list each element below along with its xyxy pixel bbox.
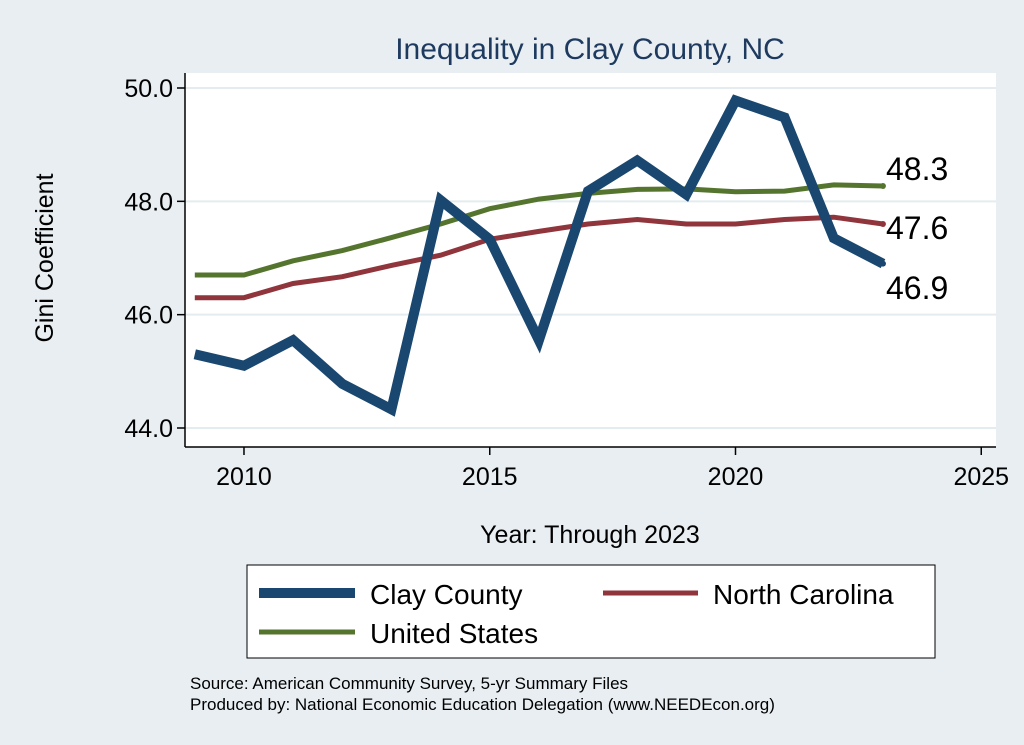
produced-by-note: Produced by: National Economic Education…	[190, 695, 775, 714]
y-axis-title: Gini Coefficient	[31, 173, 59, 342]
end-label-north-carolina: 47.6	[886, 210, 948, 246]
end-label-united-states: 48.3	[886, 151, 948, 187]
legend-box	[246, 564, 936, 659]
y-tick-label: 46.0	[124, 302, 173, 330]
series-line-north-carolina	[194, 214, 884, 301]
axes: 44.0 46.0 48.0 50.0 2010 2015 2020 2025	[124, 73, 1009, 491]
y-tick-label: 48.0	[124, 188, 173, 216]
gridlines	[185, 87, 996, 429]
legend-label-north-carolina: North Carolina	[713, 579, 894, 610]
end-marker	[879, 260, 886, 267]
legend-label-clay-county: Clay County	[370, 579, 523, 610]
x-tick-label: 2010	[216, 463, 272, 491]
legend: Clay County North Carolina United States	[246, 564, 936, 659]
y-tick-label: 44.0	[124, 415, 173, 443]
plot-area	[185, 73, 996, 447]
end-marker	[879, 221, 886, 227]
x-tick-label: 2020	[708, 463, 764, 491]
end-marker	[879, 183, 886, 190]
end-label-clay-county: 46.9	[886, 270, 948, 306]
series-line-united-states	[194, 182, 884, 278]
chart-title: Inequality in Clay County, NC	[395, 33, 785, 66]
x-tick-label: 2025	[953, 463, 1009, 491]
source-note: Source: American Community Survey, 5-yr …	[190, 674, 628, 693]
series-lines	[193, 94, 886, 417]
legend-label-united-states: United States	[370, 618, 538, 649]
series-line-clay-county	[193, 94, 886, 417]
y-tick-label: 50.0	[124, 75, 173, 103]
x-axis-title: Year: Through 2023	[480, 521, 700, 549]
end-labels: 46.9 47.6 48.3	[886, 151, 948, 306]
x-tick-label: 2015	[462, 463, 518, 491]
